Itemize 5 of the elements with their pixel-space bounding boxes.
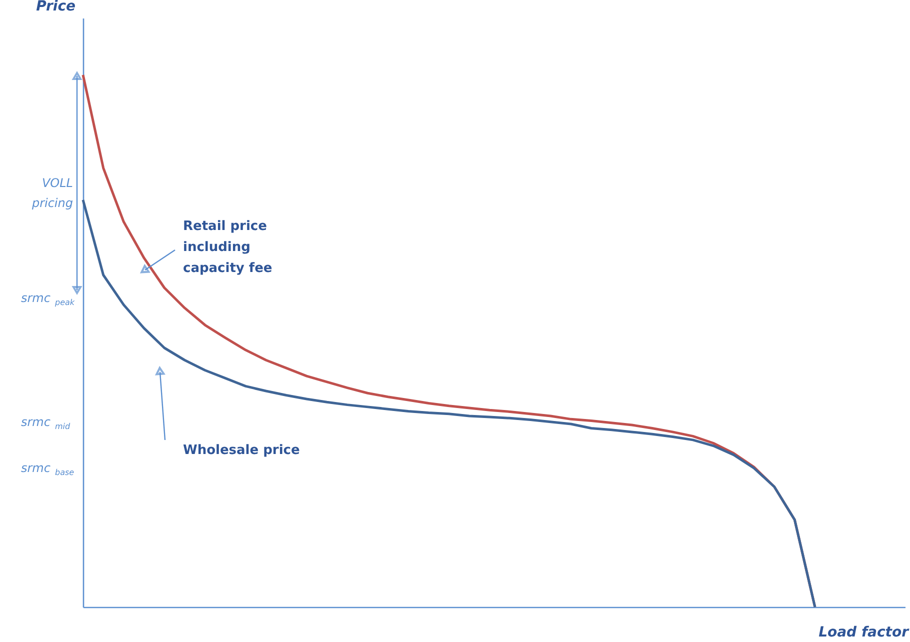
y-axis-title: Price — [36, 0, 76, 14]
x-axis-title: Load factor — [818, 624, 910, 640]
annotation: VOLL pricing — [30, 176, 74, 210]
annotation: Retail price including capacity fee — [183, 219, 272, 276]
annotation: Wholesale price — [183, 443, 300, 458]
